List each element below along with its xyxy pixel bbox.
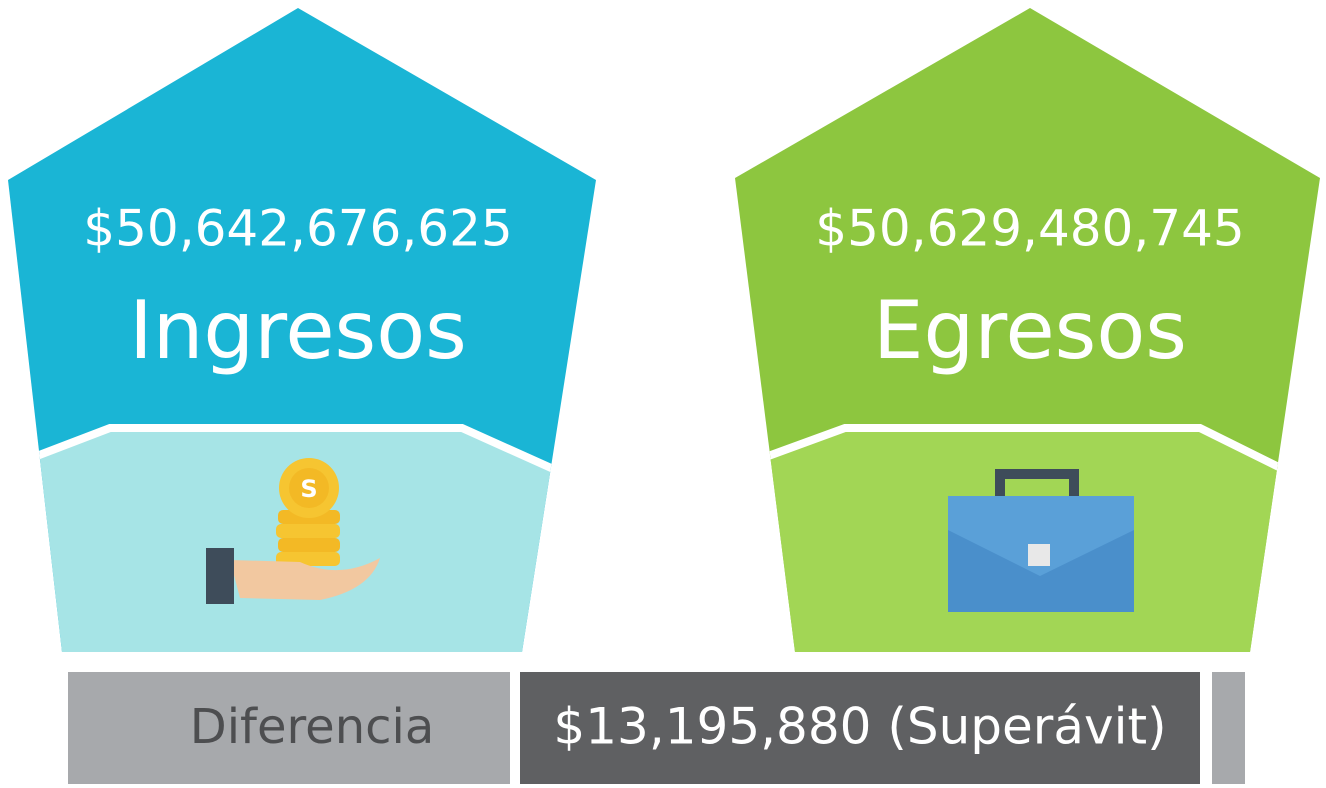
amount: $50,629,480,745 xyxy=(815,200,1244,258)
svg-text:S: S xyxy=(300,475,317,503)
egresos-panel: $50,629,480,745 Egresos xyxy=(730,8,1325,700)
difference-label: Diferencia xyxy=(190,699,435,755)
ingresos-panel: $50,642,676,625 Ingresos S xyxy=(0,8,600,700)
end-box xyxy=(1212,672,1245,784)
infographic: $50,642,676,625 Ingresos S $50,629,480,7… xyxy=(0,0,1326,784)
page: $50,642,676,625 Ingresos S $50,629,480,7… xyxy=(0,0,1326,784)
label: Egresos xyxy=(873,284,1187,377)
difference-bar: Diferencia $13,195,880 (Superávit) xyxy=(68,672,1245,784)
label: Ingresos xyxy=(129,284,467,377)
amount: $50,642,676,625 xyxy=(83,200,512,258)
difference-value: $13,195,880 (Superávit) xyxy=(553,698,1166,756)
